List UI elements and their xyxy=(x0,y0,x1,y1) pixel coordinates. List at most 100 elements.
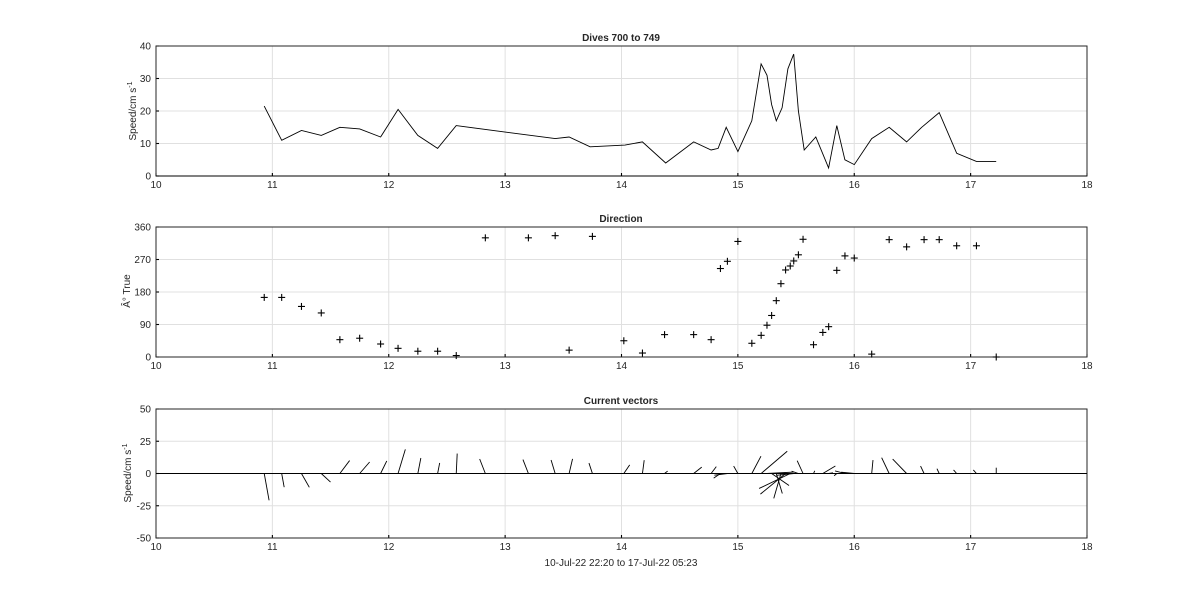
speed-x-tick-label: 10 xyxy=(150,180,162,191)
direction-point xyxy=(661,331,669,339)
direction-point xyxy=(757,331,765,339)
current-vector xyxy=(760,450,788,474)
current-vector xyxy=(813,470,816,474)
current-vector xyxy=(760,473,786,495)
current-vector xyxy=(588,462,593,474)
speed-series-line xyxy=(263,53,997,170)
current-vector xyxy=(693,466,703,474)
current-vector xyxy=(953,469,958,474)
speed-y-tick-label: 20 xyxy=(140,107,152,118)
direction-point xyxy=(819,328,827,336)
direction-point xyxy=(356,334,364,342)
speed-y-axis-label-superscript: -1 xyxy=(127,81,134,87)
direction-point xyxy=(620,337,628,345)
direction-y-tick-label: 180 xyxy=(134,288,151,299)
current-vector xyxy=(359,461,370,474)
current-vector xyxy=(623,464,631,474)
current-vector xyxy=(263,473,270,501)
speed-x-tick-label: 12 xyxy=(383,180,395,191)
vectors-y-tick-label: 25 xyxy=(140,437,152,448)
direction-point xyxy=(278,293,286,301)
direction-point xyxy=(772,297,780,305)
direction-point xyxy=(524,234,532,242)
direction-point xyxy=(394,344,402,352)
vectors-x-tick-label: 12 xyxy=(383,542,395,553)
direction-point xyxy=(972,242,980,250)
speed-panel-title: Dives 700 to 749 xyxy=(582,33,660,44)
direction-point xyxy=(707,336,715,344)
current-vector xyxy=(881,457,890,474)
current-vector xyxy=(479,458,486,474)
direction-point xyxy=(716,265,724,273)
direction-x-tick-label: 16 xyxy=(849,361,861,372)
vectors-x-tick-label: 13 xyxy=(500,542,512,553)
speed-x-tick-label: 14 xyxy=(616,180,628,191)
current-vector xyxy=(710,466,717,474)
current-vector xyxy=(771,473,790,486)
direction-point xyxy=(565,346,573,354)
current-vector xyxy=(822,465,836,474)
direction-point xyxy=(810,341,818,349)
current-vector xyxy=(791,470,799,474)
current-vector xyxy=(455,453,458,474)
direction-point xyxy=(748,339,756,347)
vectors-panel-title: Current vectors xyxy=(584,396,659,407)
speed-y-tick-label: 10 xyxy=(140,139,152,150)
direction-point xyxy=(551,232,559,240)
direction-axes-box xyxy=(155,226,1088,358)
direction-y-tick-label: 270 xyxy=(134,255,151,266)
direction-point xyxy=(833,266,841,274)
direction-x-tick-label: 11 xyxy=(267,361,278,372)
speed-x-tick-label: 13 xyxy=(500,180,512,191)
speed-x-tick-label: 15 xyxy=(732,180,744,191)
direction-gridlines xyxy=(156,227,1087,357)
vectors-x-tick-label: 11 xyxy=(267,542,278,553)
current-vector xyxy=(642,460,645,474)
vectors-x-tick-label: 14 xyxy=(616,542,628,553)
direction-point xyxy=(763,321,771,329)
current-vector xyxy=(339,460,350,474)
vectors-x-axis-label: 10-Jul-22 22:20 to 17-Jul-22 05:23 xyxy=(545,558,698,569)
speed-x-tick-label: 16 xyxy=(849,180,861,191)
direction-point xyxy=(786,262,794,270)
direction-point xyxy=(723,257,731,265)
direction-point xyxy=(260,293,268,301)
direction-point xyxy=(777,280,785,288)
current-vector xyxy=(380,460,388,474)
current-vector xyxy=(773,473,782,499)
direction-point xyxy=(825,323,833,331)
direction-point xyxy=(992,353,1000,361)
direction-point xyxy=(377,340,385,348)
vectors-x-tick-label: 10 xyxy=(150,542,162,553)
current-vector xyxy=(320,473,331,483)
vectors-y-tick-label: 0 xyxy=(145,469,151,480)
direction-point xyxy=(317,309,325,317)
current-vector xyxy=(973,469,977,474)
current-vector xyxy=(281,473,285,488)
direction-point xyxy=(690,331,698,339)
vectors-y-axis-label-superscript: -1 xyxy=(122,443,129,449)
speed-y-tick-label: 40 xyxy=(140,42,152,53)
direction-x-tick-label: 13 xyxy=(500,361,512,372)
vectors-y-tick-label: -25 xyxy=(137,501,152,512)
direction-point xyxy=(799,235,807,243)
current-vector xyxy=(833,473,838,477)
direction-x-tick-label: 14 xyxy=(616,361,628,372)
direction-panel: Direction Â° True 10 11 12 13 14 15 16 17 180901… xyxy=(120,214,1093,372)
direction-point xyxy=(868,350,876,358)
current-vector xyxy=(828,472,834,474)
current-vector xyxy=(776,473,794,476)
vectors-y-axis-label-text: Speed/cm s xyxy=(123,450,134,503)
current-vector xyxy=(437,462,441,474)
direction-point xyxy=(903,243,911,251)
speed-x-tick-label: 11 xyxy=(267,180,278,191)
direction-point xyxy=(297,302,305,310)
direction-point xyxy=(434,347,442,355)
direction-x-tick-label: 15 xyxy=(732,361,744,372)
current-vector xyxy=(936,468,940,474)
current-vector xyxy=(775,473,783,494)
direction-panel-title: Direction xyxy=(599,214,642,225)
direction-point xyxy=(481,234,489,242)
